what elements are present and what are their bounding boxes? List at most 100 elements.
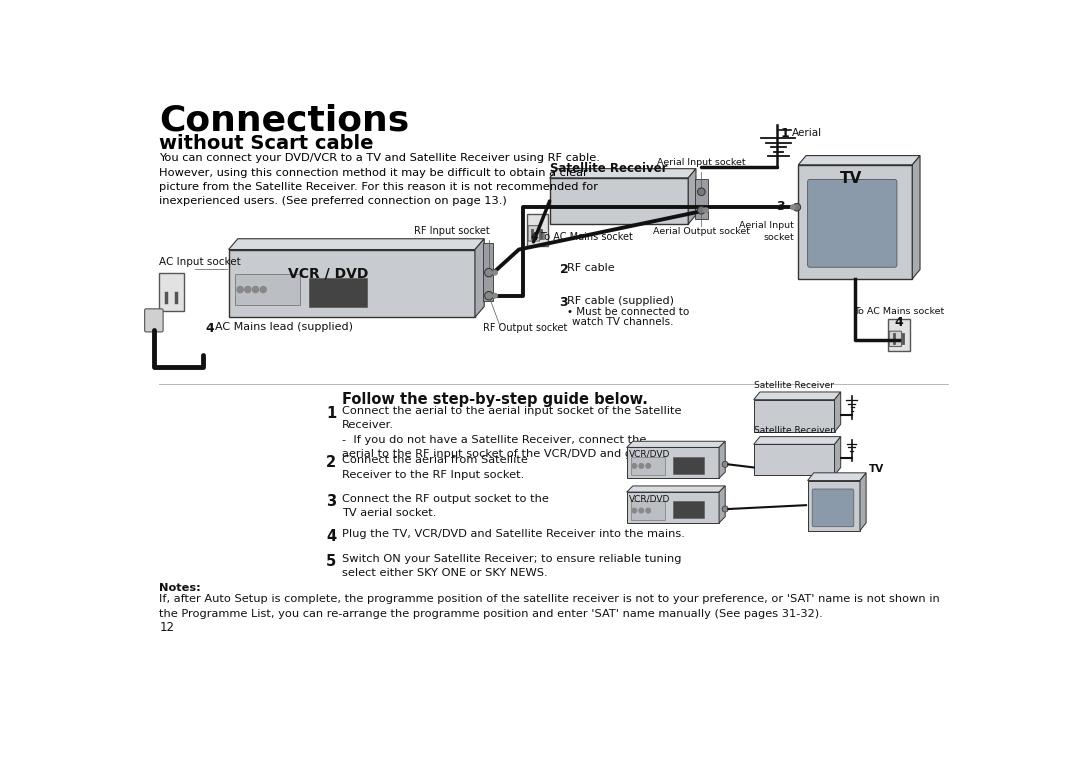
Polygon shape	[229, 238, 484, 250]
Circle shape	[245, 286, 251, 293]
Text: TV: TV	[840, 171, 863, 186]
Text: RF Input socket: RF Input socket	[414, 225, 489, 235]
Text: Follow the step-by-step guide below.: Follow the step-by-step guide below.	[341, 392, 648, 407]
Text: Satellite Receiver: Satellite Receiver	[754, 426, 834, 435]
Text: 2: 2	[559, 263, 568, 276]
Text: Satellite Receiver: Satellite Receiver	[550, 162, 667, 175]
Text: Connections: Connections	[159, 103, 409, 138]
Text: VCR / DVD: VCR / DVD	[288, 267, 369, 280]
Text: 2: 2	[326, 455, 336, 470]
Text: VCR/DVD: VCR/DVD	[629, 450, 671, 458]
Circle shape	[632, 508, 636, 513]
Text: 4: 4	[205, 322, 214, 335]
Text: Aerial: Aerial	[793, 128, 822, 138]
Polygon shape	[626, 442, 725, 448]
FancyBboxPatch shape	[673, 501, 704, 518]
Circle shape	[492, 270, 497, 275]
Circle shape	[791, 205, 795, 209]
Text: Connect the aerial from Satellite
Receiver to the RF Input socket.: Connect the aerial from Satellite Receiv…	[341, 455, 528, 480]
Text: If, after Auto Setup is complete, the programme position of the satellite receiv: If, after Auto Setup is complete, the pr…	[159, 594, 940, 619]
Polygon shape	[913, 156, 920, 279]
Polygon shape	[808, 473, 866, 481]
Text: without Scart cable: without Scart cable	[159, 134, 374, 153]
Polygon shape	[719, 486, 725, 523]
Text: 12: 12	[159, 621, 174, 634]
Text: Aerial Output socket: Aerial Output socket	[652, 227, 750, 236]
Text: TV: TV	[869, 465, 885, 474]
Polygon shape	[860, 473, 866, 530]
Circle shape	[237, 286, 243, 293]
Polygon shape	[475, 238, 484, 317]
Polygon shape	[626, 448, 719, 478]
Circle shape	[639, 508, 644, 513]
Polygon shape	[754, 400, 835, 432]
Polygon shape	[688, 169, 696, 224]
Text: To AC Mains socket: To AC Mains socket	[540, 231, 633, 242]
FancyBboxPatch shape	[812, 489, 854, 526]
Text: Connect the aerial to the aerial input socket of the Satellite
Receiver.
-  If y: Connect the aerial to the aerial input s…	[341, 406, 697, 459]
Polygon shape	[754, 437, 840, 445]
Circle shape	[698, 206, 705, 214]
Circle shape	[723, 506, 728, 512]
Polygon shape	[835, 392, 840, 432]
FancyBboxPatch shape	[631, 501, 665, 520]
FancyBboxPatch shape	[528, 225, 540, 241]
Polygon shape	[229, 250, 475, 317]
Text: RF cable: RF cable	[567, 263, 615, 273]
FancyBboxPatch shape	[696, 179, 707, 219]
FancyBboxPatch shape	[145, 309, 163, 332]
Text: RF cable (supplied): RF cable (supplied)	[567, 296, 674, 306]
Text: Aerial Input socket: Aerial Input socket	[657, 158, 745, 167]
FancyBboxPatch shape	[527, 214, 549, 247]
Text: 4: 4	[530, 231, 538, 242]
Text: RF Output socket: RF Output socket	[483, 323, 567, 333]
Circle shape	[639, 464, 644, 468]
Text: Aerial Input
socket: Aerial Input socket	[739, 221, 794, 242]
Circle shape	[723, 461, 728, 468]
Text: 4: 4	[326, 529, 336, 544]
Text: • Must be connected to: • Must be connected to	[567, 307, 690, 317]
FancyBboxPatch shape	[889, 319, 910, 351]
Circle shape	[485, 292, 494, 300]
Polygon shape	[626, 486, 725, 492]
Circle shape	[253, 286, 258, 293]
Circle shape	[704, 208, 708, 212]
FancyBboxPatch shape	[159, 273, 184, 311]
Text: VCR/DVD: VCR/DVD	[629, 494, 671, 503]
FancyBboxPatch shape	[309, 278, 367, 307]
Polygon shape	[798, 156, 920, 165]
Polygon shape	[550, 169, 696, 178]
FancyBboxPatch shape	[673, 457, 704, 474]
Text: 1: 1	[326, 406, 336, 421]
Polygon shape	[808, 481, 860, 530]
FancyBboxPatch shape	[631, 457, 665, 475]
Polygon shape	[754, 445, 835, 475]
Polygon shape	[719, 442, 725, 478]
Text: To AC Mains socket: To AC Mains socket	[854, 306, 944, 316]
Text: 1: 1	[781, 127, 789, 140]
Circle shape	[698, 188, 705, 196]
Text: 3: 3	[775, 200, 784, 213]
Polygon shape	[550, 178, 688, 224]
FancyBboxPatch shape	[483, 243, 494, 301]
Text: AC Mains lead (supplied): AC Mains lead (supplied)	[215, 322, 353, 332]
Polygon shape	[754, 392, 840, 400]
Text: Notes:: Notes:	[159, 583, 201, 593]
Text: Connect the RF output socket to the
TV aerial socket.: Connect the RF output socket to the TV a…	[341, 494, 549, 518]
Text: AC Input socket: AC Input socket	[159, 257, 241, 267]
Circle shape	[632, 464, 636, 468]
Text: 3: 3	[559, 296, 568, 309]
Text: Satellite Receiver: Satellite Receiver	[754, 381, 834, 390]
Text: You can connect your DVD/VCR to a TV and Satellite Receiver using RF cable.
Howe: You can connect your DVD/VCR to a TV and…	[159, 154, 600, 206]
Text: 5: 5	[326, 554, 336, 568]
FancyBboxPatch shape	[234, 274, 300, 305]
Circle shape	[485, 268, 494, 277]
Text: watch TV channels.: watch TV channels.	[572, 317, 674, 327]
Text: Plug the TV, VCR/DVD and Satellite Receiver into the mains.: Plug the TV, VCR/DVD and Satellite Recei…	[341, 529, 685, 539]
FancyBboxPatch shape	[808, 180, 896, 267]
Circle shape	[260, 286, 267, 293]
FancyBboxPatch shape	[889, 331, 902, 347]
Polygon shape	[626, 492, 719, 523]
Text: 3: 3	[326, 494, 336, 509]
Circle shape	[793, 203, 800, 211]
